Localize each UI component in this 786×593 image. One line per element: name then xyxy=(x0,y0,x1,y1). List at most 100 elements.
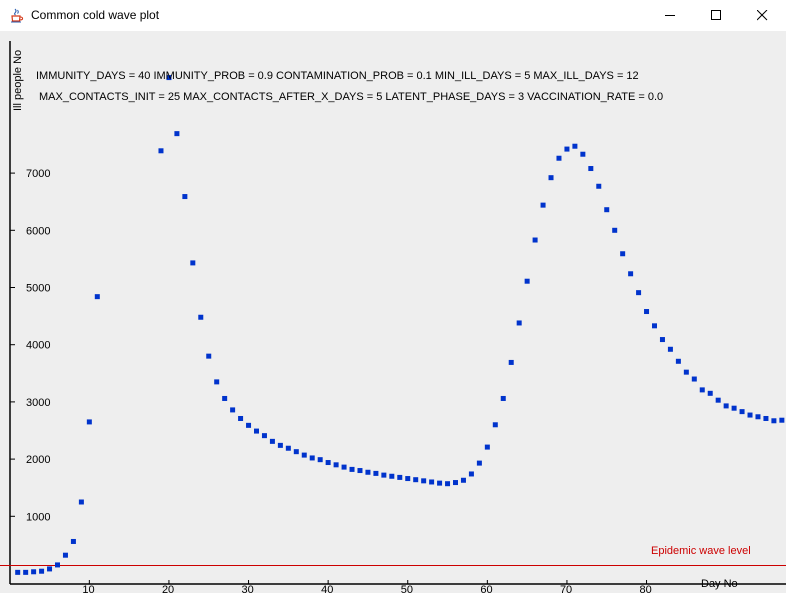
data-point xyxy=(309,455,315,461)
close-button[interactable] xyxy=(740,0,786,31)
maximize-icon xyxy=(711,10,721,20)
axes: 10 20 30 40 50 60 70 80 1000 2000 3000 4000 5000 6000… xyxy=(9,41,786,593)
minimize-icon xyxy=(665,15,675,16)
data-point xyxy=(214,379,220,385)
data-point xyxy=(301,452,307,458)
x-tick-label: 40 xyxy=(321,584,333,593)
data-point xyxy=(675,358,681,364)
parameters-line-1: IMMUNITY_DAYS = 40 IMMUNITY_PROB = 0.9 C… xyxy=(36,70,639,82)
data-points xyxy=(15,75,785,575)
y-tick-label: 5000 xyxy=(26,283,50,295)
parameters-line-2: MAX_CONTACTS_INIT = 25 MAX_CONTACTS_AFTE… xyxy=(39,91,664,103)
data-point xyxy=(556,155,562,161)
data-point xyxy=(484,444,490,450)
minimize-button[interactable] xyxy=(648,0,694,31)
data-point xyxy=(238,415,244,421)
data-point xyxy=(636,290,642,296)
data-point xyxy=(771,418,777,424)
data-point xyxy=(548,175,554,181)
java-coffee-cup-icon xyxy=(9,7,25,23)
data-point xyxy=(47,566,53,572)
data-point xyxy=(39,568,45,574)
data-point xyxy=(230,407,236,413)
data-point xyxy=(516,320,522,326)
data-point xyxy=(604,207,610,213)
data-point xyxy=(476,460,482,466)
data-point xyxy=(373,470,379,476)
data-point xyxy=(628,271,634,277)
data-point xyxy=(508,359,514,365)
title-bar[interactable]: Common cold wave plot xyxy=(0,0,786,31)
window-title: Common cold wave plot xyxy=(31,8,160,22)
y-tick-label: 1000 xyxy=(26,511,50,523)
data-point xyxy=(468,471,474,477)
data-point xyxy=(691,376,697,382)
data-point xyxy=(588,166,594,172)
data-point xyxy=(333,462,339,468)
data-point xyxy=(23,569,29,575)
data-point xyxy=(206,353,212,359)
x-tick-label: 60 xyxy=(480,584,492,593)
data-point xyxy=(261,433,267,439)
data-point xyxy=(293,449,299,455)
data-point xyxy=(198,314,204,320)
data-point xyxy=(78,499,84,505)
data-point xyxy=(707,390,713,396)
data-point xyxy=(158,148,164,154)
data-point xyxy=(667,346,673,352)
data-point xyxy=(166,75,172,81)
data-point xyxy=(397,474,403,480)
data-point xyxy=(365,469,371,475)
data-point xyxy=(341,464,347,470)
data-point xyxy=(174,131,180,137)
data-point xyxy=(755,414,761,420)
data-point xyxy=(715,397,721,403)
data-point xyxy=(317,457,323,463)
data-point xyxy=(659,337,665,343)
y-tick-label: 6000 xyxy=(26,225,50,237)
data-point xyxy=(405,476,411,482)
data-point xyxy=(763,415,769,421)
data-point xyxy=(94,294,100,300)
maximize-button[interactable] xyxy=(694,0,740,31)
data-point xyxy=(652,323,657,329)
data-point xyxy=(612,227,618,233)
data-point xyxy=(779,417,785,423)
data-point xyxy=(413,477,419,483)
close-icon xyxy=(757,10,768,21)
data-point xyxy=(731,405,737,411)
data-point xyxy=(572,143,578,149)
data-point xyxy=(644,309,650,315)
wave-plot: 10 20 30 40 50 60 70 80 1000 2000 3000 4000 5000 6000… xyxy=(0,41,786,593)
data-point xyxy=(222,395,228,401)
x-axis-label: Day No xyxy=(701,578,738,590)
data-point xyxy=(492,422,498,428)
data-point xyxy=(500,395,506,401)
data-point xyxy=(357,468,363,474)
y-axis-label: Ill people No xyxy=(12,49,24,111)
data-point xyxy=(349,466,355,472)
data-point xyxy=(15,569,21,575)
data-point xyxy=(429,479,435,485)
data-point xyxy=(285,445,291,451)
data-point xyxy=(31,569,37,575)
y-tick-label: 4000 xyxy=(26,340,50,352)
data-point xyxy=(62,552,68,558)
y-tick-label: 2000 xyxy=(26,454,50,466)
data-point xyxy=(55,562,60,568)
data-point xyxy=(445,481,451,487)
data-point xyxy=(460,477,466,483)
data-point xyxy=(269,438,275,444)
data-point xyxy=(747,412,753,418)
x-tick-label: 30 xyxy=(242,584,254,593)
x-tick-label: 50 xyxy=(401,584,413,593)
data-point xyxy=(437,480,443,486)
data-point xyxy=(389,473,395,479)
data-point xyxy=(421,478,427,484)
data-point xyxy=(277,442,283,448)
data-point xyxy=(564,146,570,152)
data-point xyxy=(190,260,196,266)
data-point xyxy=(683,369,689,375)
data-point xyxy=(524,278,530,284)
data-point xyxy=(580,151,586,157)
